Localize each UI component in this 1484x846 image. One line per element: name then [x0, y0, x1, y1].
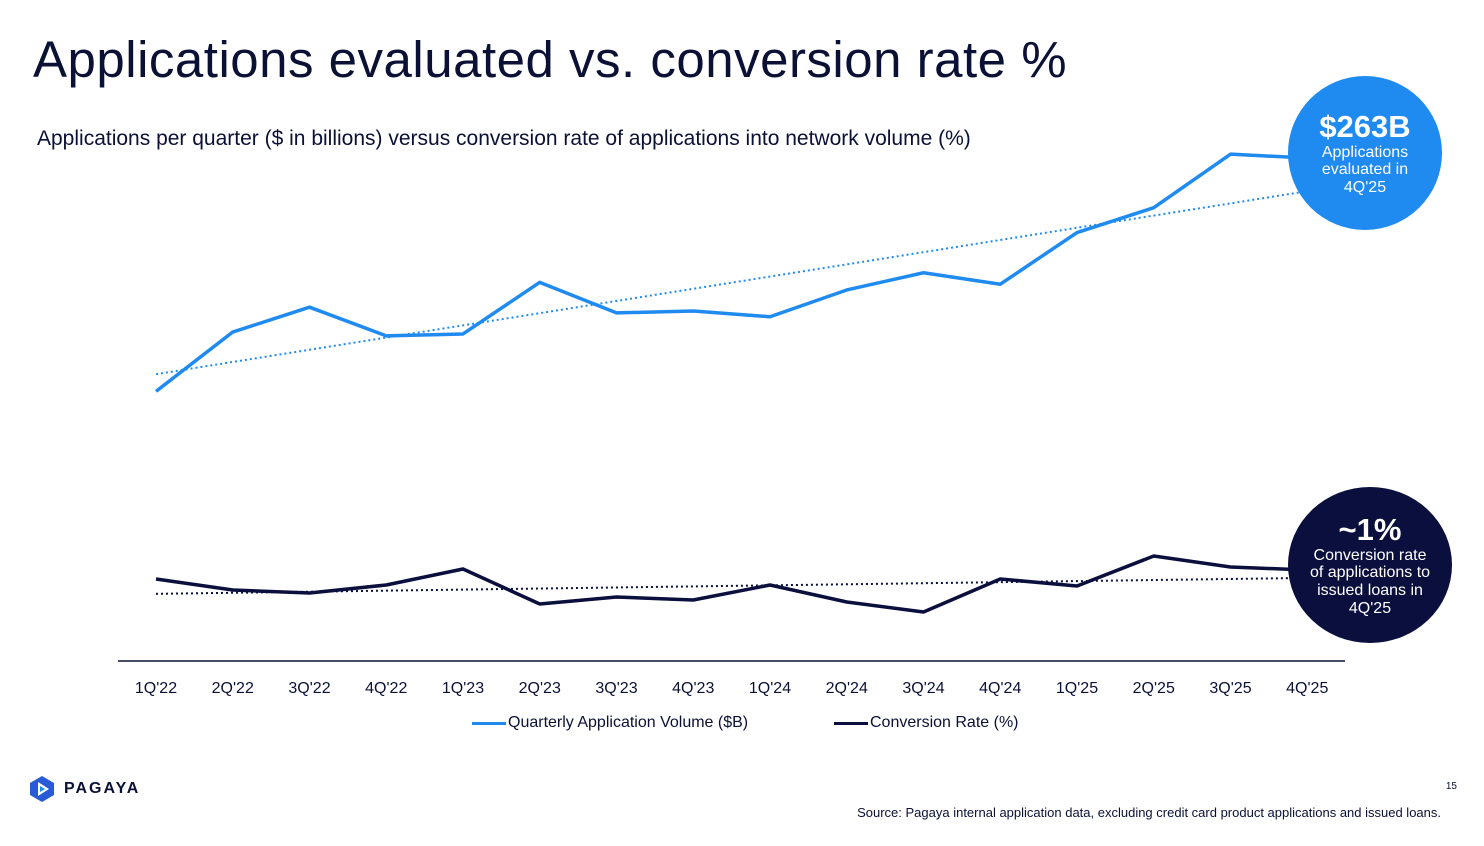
x-tick-label: 3Q'22: [288, 680, 330, 697]
x-tick-label: 3Q'25: [1209, 680, 1251, 697]
pagaya-logo: PAGAYA: [30, 776, 140, 802]
logo-text: PAGAYA: [64, 780, 141, 797]
conv-callout-value: ~1%: [1338, 511, 1402, 547]
x-tick-label: 4Q'22: [365, 680, 407, 697]
x-tick-label: 3Q'24: [902, 680, 944, 697]
page-number: 15: [1445, 781, 1457, 792]
x-tick-label: 2Q'23: [519, 680, 561, 697]
legend-swatch-apps: [472, 721, 506, 725]
page-title: Applications evaluated vs. conversion ra…: [33, 31, 1068, 88]
conv-callout: ~1% Conversion rate of applications to i…: [1288, 487, 1452, 643]
legend-label-apps: Quarterly Application Volume ($B): [508, 714, 749, 731]
conv-trendline: [155, 576, 1308, 595]
x-tick-label: 1Q'24: [749, 680, 791, 697]
x-tick-label: 2Q'22: [212, 680, 254, 697]
x-tick-label: 1Q'22: [135, 680, 177, 697]
legend-apps: Quarterly Application Volume ($B): [472, 714, 748, 732]
chart-subtitle: Applications per quarter ($ in billions)…: [37, 127, 971, 150]
x-tick-label: 1Q'25: [1056, 680, 1098, 697]
x-tick-label: 1Q'23: [442, 680, 484, 697]
conv-callout-text: Conversion rate of applications to issue…: [1309, 546, 1431, 617]
apps-callout-text: Applications evaluated in 4Q'25: [1321, 143, 1409, 196]
legend-label-conv: Conversion Rate (%): [870, 714, 1019, 731]
legend-swatch-conv: [834, 721, 868, 725]
conv-rate-line: [155, 554, 1308, 614]
pagaya-logo-icon: [30, 776, 54, 802]
apps-callout: $263B Applications evaluated in 4Q'25: [1288, 76, 1442, 230]
x-tick-label: 3Q'23: [595, 680, 637, 697]
apps-callout-value: $263B: [1319, 108, 1411, 144]
apps-trendline: [155, 190, 1308, 376]
x-tick-label: 2Q'24: [826, 680, 868, 697]
legend-conv: Conversion Rate (%): [834, 714, 1019, 732]
source-note: Source: Pagaya internal application data…: [857, 805, 1441, 820]
x-tick-label: 2Q'25: [1133, 680, 1175, 697]
x-tick-label: 4Q'25: [1286, 680, 1328, 697]
x-tick-label: 4Q'24: [979, 680, 1021, 697]
x-tick-label: 4Q'23: [672, 680, 714, 697]
apps-volume-line: [154, 152, 1308, 393]
